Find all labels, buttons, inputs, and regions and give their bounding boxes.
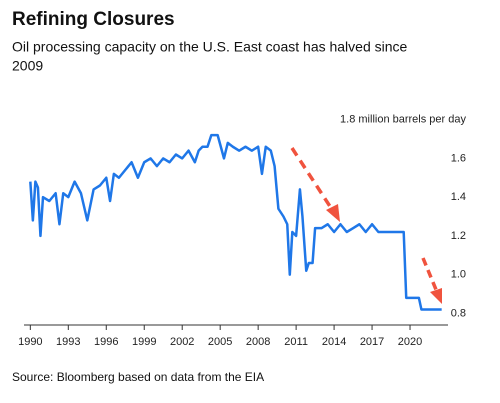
chart-subtitle: 2009 [12,58,43,74]
y-tick-label: 0.8 [451,307,466,319]
x-tick-label: 1999 [132,336,156,348]
source-note: Source: Bloomberg based on data from the… [12,370,264,384]
x-tick-label: 2020 [398,336,422,348]
y-tick-label: 1.2 [451,230,466,242]
y-tick-label: 1.8 million barrels per day [340,114,466,126]
x-tick-label: 2014 [322,336,346,348]
y-tick-label: 1.4 [451,191,466,203]
x-tick-label: 1993 [56,336,80,348]
annotation-arrows [290,147,442,304]
x-tick-label: 2005 [208,336,232,348]
chart-title: Refining Closures [12,9,175,30]
x-tick-label: 1990 [18,336,42,348]
x-tick-label: 2002 [170,336,194,348]
x-tick-label: 2017 [360,336,384,348]
chart-subtitle: Oil processing capacity on the U.S. East… [12,39,408,55]
x-tick-label: 2008 [246,336,270,348]
x-tick-label: 1996 [94,336,118,348]
data-line [29,133,442,311]
y-tick-label: 1.0 [451,269,466,281]
x-tick-label: 2011 [284,336,308,348]
y-tick-label: 1.6 [451,152,466,164]
